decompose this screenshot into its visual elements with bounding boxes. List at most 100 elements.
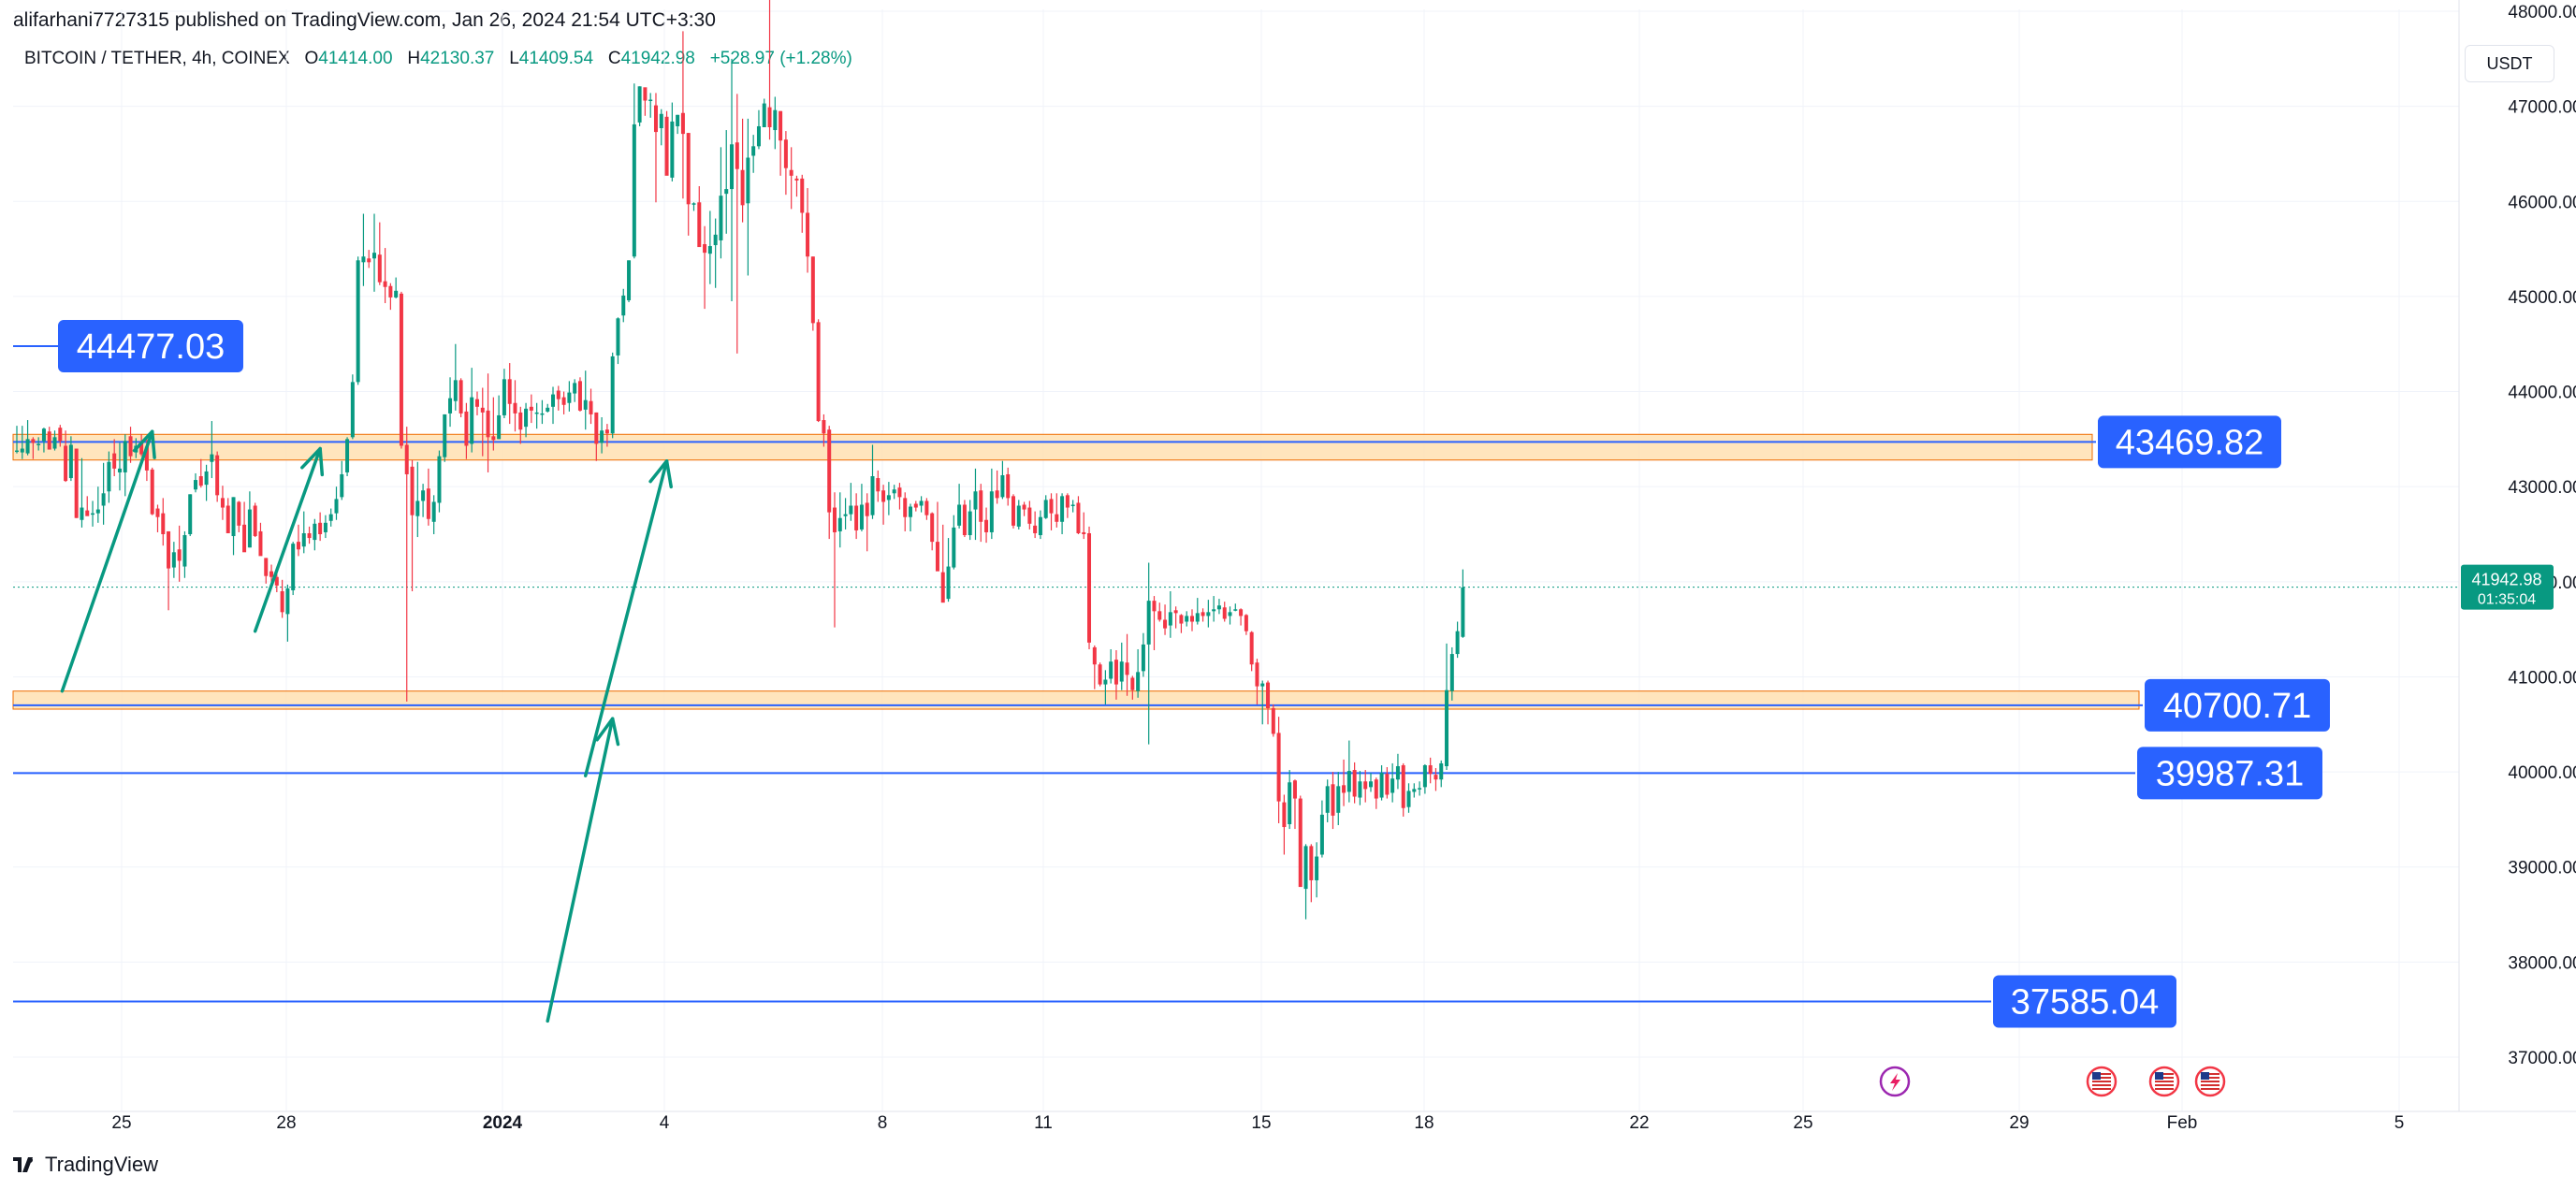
event-icons — [1879, 1066, 2226, 1097]
candle-body — [1325, 786, 1330, 813]
candle-body — [101, 493, 106, 506]
candle-body — [1082, 531, 1086, 534]
candle-body — [664, 116, 669, 176]
candle-body — [198, 476, 203, 486]
candle-body — [751, 146, 756, 156]
candle-body — [1016, 505, 1021, 527]
level-label-text: 44477.03 — [77, 327, 226, 367]
candle-body — [161, 513, 166, 534]
y-tick-label: 40000.00 — [2508, 763, 2576, 783]
candle-body — [237, 501, 241, 526]
candle-body — [296, 542, 300, 550]
time-axis: 25 28 2024 4 8 11 15 18 22 25 29 Feb 5 — [13, 1110, 2576, 1133]
sr-zone — [12, 433, 2093, 461]
candle-body — [691, 203, 696, 205]
open-label: O — [304, 49, 319, 68]
candle-body — [171, 552, 176, 568]
candle-body — [188, 494, 193, 534]
candle-body — [556, 390, 560, 399]
candle-body — [827, 429, 832, 513]
candle-body — [1406, 791, 1411, 807]
candle-body — [1168, 612, 1172, 626]
candle-body — [334, 499, 339, 514]
us-flag-stripe — [2201, 1088, 2219, 1090]
candle-body — [577, 381, 582, 411]
us-flag-stripe — [2201, 1073, 2219, 1075]
candle-body — [91, 513, 95, 515]
candle-body — [773, 109, 778, 131]
candle-body — [1369, 781, 1373, 788]
candle-body — [1292, 780, 1297, 799]
us-flag-stripe — [2092, 1088, 2111, 1090]
candle-body — [301, 532, 306, 547]
candle-body — [940, 572, 945, 603]
y-tick-label: 37000.00 — [2508, 1049, 2576, 1068]
candle-body — [1288, 782, 1292, 824]
us-flag-stripe — [2201, 1077, 2219, 1079]
candle-body — [589, 400, 593, 414]
candle-body — [1315, 856, 1319, 880]
x-tick-label: 2024 — [483, 1113, 523, 1133]
change-value: +528.97 (+1.28%) — [709, 49, 852, 68]
candle-body — [25, 439, 30, 454]
candle-body — [247, 509, 252, 548]
candle-body — [957, 504, 962, 526]
candle-body — [404, 444, 409, 474]
candle-body — [1119, 661, 1124, 682]
candle-body — [1130, 677, 1135, 690]
candle-body — [15, 450, 19, 453]
candle-body — [177, 549, 182, 561]
candle-body — [474, 399, 479, 407]
candle-body — [269, 571, 274, 577]
us-flag-stripe — [2155, 1081, 2174, 1082]
level-label-box — [2137, 747, 2322, 800]
x-tick-label: 15 — [1251, 1113, 1271, 1133]
candle-body — [182, 535, 187, 567]
candle-body — [1363, 781, 1368, 790]
currency-button[interactable]: USDT — [2465, 45, 2554, 82]
candle-body — [323, 522, 327, 532]
candle-body — [1228, 612, 1232, 617]
candle-body — [659, 113, 663, 129]
us-flag-stripe — [2092, 1077, 2111, 1079]
candle-body — [1401, 764, 1405, 808]
us-flag-canton — [2155, 1072, 2163, 1080]
candle-body — [144, 446, 149, 471]
x-tick-label: 18 — [1414, 1113, 1434, 1133]
candle-body — [458, 380, 463, 414]
trend-arrow — [546, 717, 615, 1023]
y-tick-label: 44000.00 — [2508, 384, 2576, 403]
y-tick-label: 46000.00 — [2508, 193, 2576, 212]
horizontal-levels — [13, 345, 2459, 1003]
candle-body — [680, 112, 685, 135]
candle-body — [756, 125, 761, 147]
candle-body — [1201, 612, 1205, 617]
candle-body — [989, 491, 994, 532]
candle-body — [703, 244, 707, 254]
tradingview-logo[interactable]: TradingView — [13, 1153, 158, 1177]
us-flag-canton — [2092, 1072, 2101, 1080]
candle-body — [762, 103, 766, 127]
candle-body — [107, 461, 111, 492]
candle-body — [58, 428, 63, 442]
candle-body — [410, 466, 415, 515]
candle-body — [913, 503, 918, 508]
us-flag-icon — [2194, 1066, 2226, 1097]
candle-body — [507, 379, 512, 404]
candle-body — [1000, 474, 1005, 498]
candle-body — [837, 517, 842, 531]
candle-body — [897, 487, 902, 498]
candle-body — [328, 514, 333, 521]
candle-body — [1390, 778, 1395, 793]
candle-body — [740, 169, 745, 206]
last-price-countdown: 01:35:04 — [2478, 592, 2536, 608]
candle-body — [1271, 707, 1275, 734]
candle-body — [1266, 682, 1271, 708]
candle-body — [285, 588, 290, 615]
candle-body — [383, 281, 387, 287]
trend-arrow-head — [648, 458, 673, 489]
candle-body — [1087, 532, 1092, 643]
candle-body — [1342, 785, 1346, 793]
candle-body — [1152, 601, 1157, 612]
